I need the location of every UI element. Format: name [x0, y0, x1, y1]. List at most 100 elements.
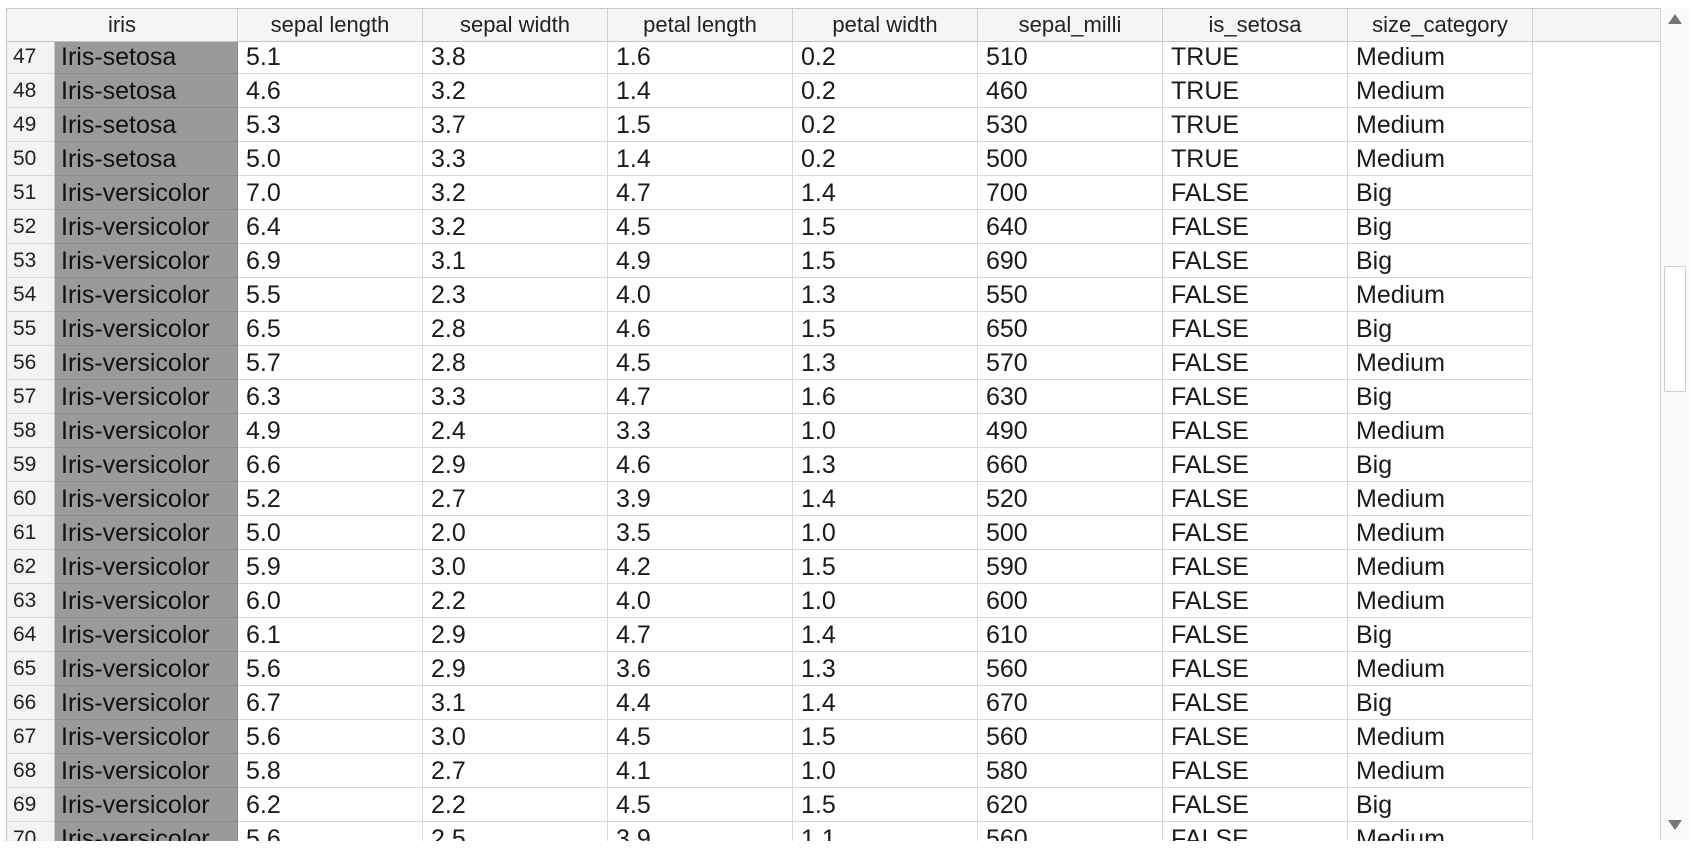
cell-pl[interactable]: 4.7 — [608, 380, 793, 414]
cell-milli[interactable]: 560 — [978, 652, 1163, 686]
cell-sw[interactable]: 3.8 — [423, 42, 608, 74]
column-header-petal-length[interactable]: petal length — [608, 9, 793, 41]
cell-milli[interactable]: 510 — [978, 42, 1163, 74]
cell-sl[interactable]: 6.4 — [238, 210, 423, 244]
cell-iris[interactable]: Iris-setosa — [55, 74, 238, 108]
cell-pw[interactable]: 1.4 — [793, 176, 978, 210]
cell-pl[interactable]: 4.4 — [608, 686, 793, 720]
cell-iris[interactable]: Iris-setosa — [55, 108, 238, 142]
cell-setosa[interactable]: FALSE — [1163, 754, 1348, 788]
cell-milli[interactable]: 580 — [978, 754, 1163, 788]
cell-iris[interactable]: Iris-versicolor — [55, 788, 238, 822]
cell-setosa[interactable]: FALSE — [1163, 448, 1348, 482]
table-row[interactable]: 65 Iris-versicolor 5.6 2.9 3.6 1.3 560 FALSE Med… — [7, 652, 1661, 686]
cell-sl[interactable]: 6.7 — [238, 686, 423, 720]
cell-sw[interactable]: 2.7 — [423, 482, 608, 516]
cell-size[interactable]: Medium — [1348, 346, 1533, 380]
cell-sw[interactable]: 3.0 — [423, 550, 608, 584]
cell-setosa[interactable]: FALSE — [1163, 176, 1348, 210]
cell-iris[interactable]: Iris-versicolor — [55, 210, 238, 244]
cell-pl[interactable]: 4.0 — [608, 278, 793, 312]
table-row[interactable]: 52 Iris-versicolor 6.4 3.2 4.5 1.5 640 FALSE Big — [7, 210, 1661, 244]
cell-pw[interactable]: 1.0 — [793, 584, 978, 618]
cell-size[interactable]: Medium — [1348, 822, 1533, 841]
cell-sl[interactable]: 5.7 — [238, 346, 423, 380]
table-row[interactable]: 66 Iris-versicolor 6.7 3.1 4.4 1.4 670 FALSE Big — [7, 686, 1661, 720]
cell-size[interactable]: Medium — [1348, 108, 1533, 142]
cell-setosa[interactable]: TRUE — [1163, 74, 1348, 108]
cell-pl[interactable]: 4.7 — [608, 176, 793, 210]
cell-sw[interactable]: 3.7 — [423, 108, 608, 142]
cell-sw[interactable]: 2.2 — [423, 788, 608, 822]
cell-sw[interactable]: 2.9 — [423, 448, 608, 482]
cell-iris[interactable]: Iris-versicolor — [55, 754, 238, 788]
cell-pl[interactable]: 4.7 — [608, 618, 793, 652]
scroll-up-icon[interactable] — [1668, 14, 1682, 24]
table-row[interactable]: 58 Iris-versicolor 4.9 2.4 3.3 1.0 490 FALSE Med… — [7, 414, 1661, 448]
cell-pw[interactable]: 1.0 — [793, 754, 978, 788]
cell-sl[interactable]: 6.0 — [238, 584, 423, 618]
cell-pw[interactable]: 1.5 — [793, 210, 978, 244]
cell-pl[interactable]: 4.5 — [608, 788, 793, 822]
cell-sw[interactable]: 2.7 — [423, 754, 608, 788]
cell-sl[interactable]: 5.2 — [238, 482, 423, 516]
cell-iris[interactable]: Iris-versicolor — [55, 380, 238, 414]
cell-setosa[interactable]: FALSE — [1163, 414, 1348, 448]
cell-size[interactable]: Big — [1348, 686, 1533, 720]
table-row[interactable]: 56 Iris-versicolor 5.7 2.8 4.5 1.3 570 FALSE Med… — [7, 346, 1661, 380]
cell-pw[interactable]: 0.2 — [793, 74, 978, 108]
cell-iris[interactable]: Iris-versicolor — [55, 652, 238, 686]
cell-iris[interactable]: Iris-versicolor — [55, 244, 238, 278]
table-row[interactable]: 49 Iris-setosa 5.3 3.7 1.5 0.2 530 TRUE Medium — [7, 108, 1661, 142]
cell-pl[interactable]: 4.5 — [608, 346, 793, 380]
cell-iris[interactable]: Iris-versicolor — [55, 550, 238, 584]
cell-sw[interactable]: 2.5 — [423, 822, 608, 841]
cell-pw[interactable]: 1.1 — [793, 822, 978, 841]
cell-setosa[interactable]: FALSE — [1163, 482, 1348, 516]
cell-milli[interactable]: 610 — [978, 618, 1163, 652]
cell-size[interactable]: Medium — [1348, 584, 1533, 618]
cell-milli[interactable]: 620 — [978, 788, 1163, 822]
cell-pl[interactable]: 4.5 — [608, 210, 793, 244]
cell-milli[interactable]: 550 — [978, 278, 1163, 312]
cell-size[interactable]: Medium — [1348, 754, 1533, 788]
cell-setosa[interactable]: FALSE — [1163, 788, 1348, 822]
cell-pw[interactable]: 1.0 — [793, 414, 978, 448]
cell-pw[interactable]: 1.3 — [793, 448, 978, 482]
cell-milli[interactable]: 600 — [978, 584, 1163, 618]
cell-pl[interactable]: 4.2 — [608, 550, 793, 584]
cell-pl[interactable]: 3.6 — [608, 652, 793, 686]
cell-setosa[interactable]: FALSE — [1163, 584, 1348, 618]
cell-pw[interactable]: 0.2 — [793, 108, 978, 142]
table-row[interactable]: 47 Iris-setosa 5.1 3.8 1.6 0.2 510 TRUE Medium — [7, 42, 1661, 74]
cell-milli[interactable]: 570 — [978, 346, 1163, 380]
cell-size[interactable]: Big — [1348, 244, 1533, 278]
cell-iris[interactable]: Iris-versicolor — [55, 822, 238, 841]
cell-pl[interactable]: 4.0 — [608, 584, 793, 618]
cell-size[interactable]: Medium — [1348, 74, 1533, 108]
cell-size[interactable]: Medium — [1348, 516, 1533, 550]
table-row[interactable]: 67 Iris-versicolor 5.6 3.0 4.5 1.5 560 FALSE Med… — [7, 720, 1661, 754]
cell-sw[interactable]: 3.2 — [423, 210, 608, 244]
table-row[interactable]: 62 Iris-versicolor 5.9 3.0 4.2 1.5 590 FALSE Med… — [7, 550, 1661, 584]
cell-pl[interactable]: 1.5 — [608, 108, 793, 142]
cell-setosa[interactable]: TRUE — [1163, 142, 1348, 176]
cell-setosa[interactable]: FALSE — [1163, 686, 1348, 720]
cell-setosa[interactable]: FALSE — [1163, 244, 1348, 278]
cell-size[interactable]: Medium — [1348, 652, 1533, 686]
cell-pw[interactable]: 0.2 — [793, 142, 978, 176]
cell-pw[interactable]: 1.5 — [793, 244, 978, 278]
cell-pw[interactable]: 1.5 — [793, 550, 978, 584]
cell-milli[interactable]: 670 — [978, 686, 1163, 720]
cell-sl[interactable]: 6.5 — [238, 312, 423, 346]
cell-size[interactable]: Big — [1348, 380, 1533, 414]
cell-setosa[interactable]: TRUE — [1163, 42, 1348, 74]
table-row[interactable]: 61 Iris-versicolor 5.0 2.0 3.5 1.0 500 FALSE Med… — [7, 516, 1661, 550]
cell-sw[interactable]: 2.4 — [423, 414, 608, 448]
cell-sl[interactable]: 5.8 — [238, 754, 423, 788]
cell-pl[interactable]: 3.9 — [608, 482, 793, 516]
cell-milli[interactable]: 520 — [978, 482, 1163, 516]
cell-sl[interactable]: 5.0 — [238, 142, 423, 176]
cell-sl[interactable]: 6.2 — [238, 788, 423, 822]
column-header-iris[interactable]: iris — [7, 9, 238, 41]
